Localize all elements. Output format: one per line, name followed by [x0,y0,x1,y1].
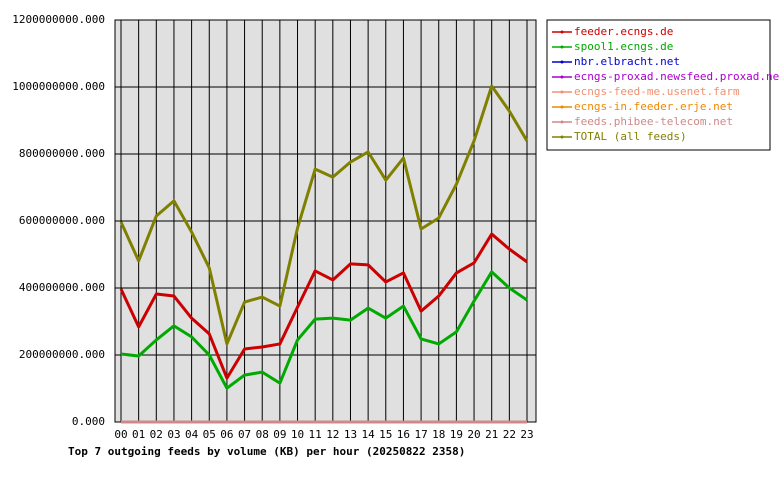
x-tick-label: 18 [432,428,445,441]
x-tick-label: 13 [344,428,357,441]
legend-label: feeds.phibee-telecom.net [574,115,733,128]
legend-label: ecngs-proxad.newsfeed.proxad.net [574,70,780,83]
legend-marker [560,105,564,109]
x-tick-label: 16 [397,428,410,441]
x-tick-label: 21 [485,428,498,441]
legend-marker [560,30,564,34]
y-tick-label: 1200000000.000 [12,13,105,26]
y-tick-label: 800000000.000 [19,147,105,160]
legend-marker [560,90,564,94]
chart-title: Top 7 outgoing feeds by volume (KB) per … [68,445,465,458]
x-tick-label: 08 [256,428,269,441]
x-tick-label: 04 [185,428,199,441]
x-tick-label: 07 [238,428,251,441]
x-tick-label: 12 [326,428,339,441]
y-tick-label: 600000000.000 [19,214,105,227]
legend-label: feeder.ecngs.de [574,25,673,38]
y-tick-label: 1000000000.000 [12,80,105,93]
legend-marker [560,120,564,124]
legend-marker [560,135,564,139]
x-tick-label: 09 [273,428,286,441]
legend-label: spool1.ecngs.de [574,40,673,53]
x-tick-label: 02 [150,428,163,441]
x-tick-label: 14 [362,428,376,441]
x-tick-label: 06 [220,428,233,441]
y-tick-label: 200000000.000 [19,348,105,361]
x-tick-label: 10 [291,428,304,441]
legend-label: nbr.elbracht.net [574,55,680,68]
x-tick-label: 00 [114,428,127,441]
series-line [120,270,528,390]
legend-marker [560,60,564,64]
series-line [119,84,529,346]
x-tick-label: 01 [132,428,145,441]
y-tick-label: 0.000 [72,415,105,428]
x-tick-label: 03 [167,428,180,441]
legend-label: ecngs-in.feeder.erje.net [574,100,733,113]
x-tick-label: 23 [520,428,533,441]
legend-label: ecngs-feed-me.usenet.farm [574,85,740,98]
legend-marker [560,75,564,79]
x-tick-label: 11 [309,428,322,441]
x-tick-label: 05 [203,428,216,441]
x-tick-label: 20 [467,428,480,441]
legend-marker [560,45,564,49]
x-tick-label: 19 [450,428,463,441]
x-tick-label: 17 [414,428,427,441]
x-tick-label: 15 [379,428,392,441]
x-tick-label: 22 [503,428,516,441]
y-tick-label: 400000000.000 [19,281,105,294]
legend-label: TOTAL (all feeds) [574,130,687,143]
series-line [119,232,528,380]
legend-box [546,19,771,151]
